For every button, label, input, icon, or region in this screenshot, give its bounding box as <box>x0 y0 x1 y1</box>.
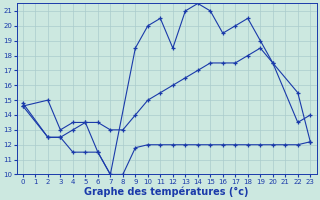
X-axis label: Graphe des températures (°c): Graphe des températures (°c) <box>84 186 249 197</box>
